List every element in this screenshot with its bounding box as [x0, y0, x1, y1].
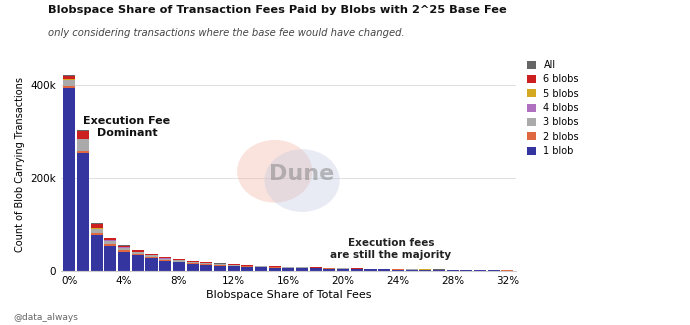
Bar: [159, 259, 171, 260]
Bar: [200, 265, 213, 271]
Bar: [268, 267, 281, 268]
Bar: [90, 235, 103, 271]
Bar: [146, 257, 157, 258]
Bar: [77, 131, 89, 139]
Bar: [255, 267, 267, 271]
Bar: [146, 258, 157, 271]
Bar: [118, 245, 130, 246]
Bar: [90, 229, 103, 233]
Text: Execution Fee
Dominant: Execution Fee Dominant: [83, 116, 170, 138]
Bar: [282, 268, 295, 271]
Bar: [77, 130, 89, 131]
Bar: [337, 269, 349, 271]
Bar: [63, 85, 75, 88]
Bar: [186, 263, 199, 264]
Bar: [241, 266, 253, 267]
Bar: [351, 269, 363, 271]
Bar: [200, 263, 213, 264]
Bar: [159, 260, 171, 261]
Bar: [460, 270, 473, 271]
Bar: [392, 270, 404, 271]
Bar: [268, 268, 281, 271]
Bar: [268, 266, 281, 267]
Bar: [104, 238, 117, 240]
Bar: [104, 241, 117, 244]
Bar: [186, 262, 199, 263]
Ellipse shape: [264, 149, 339, 212]
Bar: [200, 264, 213, 265]
Bar: [159, 261, 171, 271]
Bar: [255, 266, 267, 267]
Bar: [146, 255, 157, 257]
Bar: [63, 75, 75, 76]
Legend: All, 6 blobs, 5 blobs, 4 blobs, 3 blobs, 2 blobs, 1 blob: All, 6 blobs, 5 blobs, 4 blobs, 3 blobs,…: [525, 58, 581, 158]
Ellipse shape: [237, 140, 313, 203]
Bar: [90, 224, 103, 228]
Bar: [118, 250, 130, 252]
Bar: [173, 262, 185, 271]
Bar: [118, 248, 130, 250]
Bar: [228, 265, 239, 266]
Bar: [474, 270, 486, 271]
Bar: [63, 80, 75, 85]
Bar: [296, 267, 308, 268]
Bar: [296, 268, 308, 271]
Bar: [214, 265, 226, 266]
Bar: [159, 257, 171, 258]
Bar: [63, 88, 75, 271]
Bar: [200, 262, 213, 263]
Bar: [324, 269, 335, 271]
Bar: [146, 254, 157, 255]
Bar: [241, 267, 253, 271]
Bar: [446, 270, 459, 271]
Bar: [420, 270, 431, 271]
Bar: [214, 266, 226, 271]
Bar: [118, 247, 130, 248]
Bar: [132, 251, 144, 252]
Bar: [77, 151, 89, 153]
Bar: [186, 264, 199, 271]
Bar: [173, 259, 185, 260]
Y-axis label: Count of Blob Carrying Transactions: Count of Blob Carrying Transactions: [15, 77, 25, 252]
Bar: [488, 270, 500, 271]
Bar: [132, 255, 144, 271]
Bar: [214, 264, 226, 265]
Bar: [118, 246, 130, 247]
Bar: [90, 228, 103, 229]
Bar: [104, 246, 117, 271]
Text: only considering transactions where the base fee would have changed.: only considering transactions where the …: [48, 28, 405, 38]
Bar: [104, 240, 117, 241]
Bar: [90, 233, 103, 235]
Bar: [228, 266, 239, 271]
Bar: [132, 250, 144, 251]
Bar: [132, 252, 144, 254]
Text: Dune: Dune: [270, 163, 335, 184]
Bar: [63, 76, 75, 79]
Bar: [77, 139, 89, 151]
Text: Execution fees
are still the majority: Execution fees are still the majority: [331, 238, 451, 260]
Bar: [282, 267, 295, 268]
Bar: [132, 254, 144, 255]
Bar: [502, 270, 513, 271]
Bar: [77, 153, 89, 271]
Bar: [186, 261, 199, 262]
Bar: [364, 269, 377, 271]
Bar: [104, 244, 117, 246]
Text: @data_always: @data_always: [14, 313, 79, 322]
Bar: [406, 270, 417, 271]
Bar: [310, 268, 322, 271]
Text: Blobspace Share of Transaction Fees Paid by Blobs with 2^25 Base Fee: Blobspace Share of Transaction Fees Paid…: [48, 5, 507, 15]
Bar: [90, 223, 103, 224]
Bar: [433, 270, 445, 271]
X-axis label: Blobspace Share of Total Fees: Blobspace Share of Total Fees: [206, 290, 371, 300]
Bar: [378, 269, 391, 271]
Bar: [241, 265, 253, 266]
Bar: [118, 252, 130, 271]
Bar: [173, 260, 185, 262]
